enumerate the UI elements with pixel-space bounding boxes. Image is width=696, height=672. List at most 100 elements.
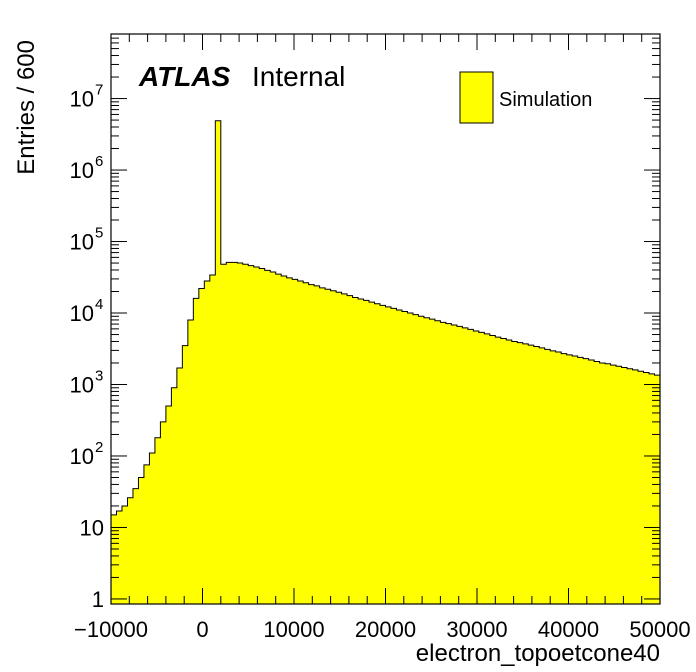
histogram-bar xyxy=(649,373,655,604)
histogram-bar xyxy=(456,326,463,604)
histogram-bar xyxy=(418,316,425,604)
y-tick-label: 10 3 xyxy=(70,368,104,398)
histogram-bar xyxy=(259,268,266,604)
histogram-bar xyxy=(182,345,189,604)
y-tick-label: 10 5 xyxy=(70,225,104,255)
y-tick-base: 10 xyxy=(70,230,94,255)
x-tick-label: 30000 xyxy=(446,617,507,642)
histogram-bar xyxy=(231,262,238,604)
histogram-bar xyxy=(380,305,386,604)
histogram-bar xyxy=(248,265,255,604)
histogram-bar xyxy=(495,337,502,604)
histogram-bar xyxy=(242,264,249,604)
histogram-bar xyxy=(171,387,178,604)
histogram-bar xyxy=(325,289,331,604)
histogram-bars xyxy=(110,120,661,604)
histogram-bar xyxy=(401,311,408,604)
y-tick-exponent: 2 xyxy=(95,439,103,456)
y-tick-base: 10 xyxy=(70,87,94,112)
histogram-bar xyxy=(275,274,282,604)
histogram-bar xyxy=(539,347,546,604)
y-tick-exponent: 6 xyxy=(95,153,103,170)
legend: Simulation xyxy=(459,71,592,124)
x-tick-label: 10000 xyxy=(263,617,324,642)
histogram-bar xyxy=(132,488,139,604)
histogram-bar xyxy=(583,358,590,604)
histogram-bar xyxy=(506,339,513,604)
histogram-bar xyxy=(561,353,568,604)
histogram-bar xyxy=(193,298,200,604)
histogram-bar xyxy=(396,310,403,604)
histogram-bar xyxy=(511,341,518,604)
histogram-bar xyxy=(423,317,430,604)
histogram-bar xyxy=(319,287,326,604)
y-tick-base: 1 xyxy=(92,587,104,612)
histogram-bar xyxy=(121,505,128,604)
histogram-bar xyxy=(138,477,145,604)
y-axis-title: Entries / 600 xyxy=(13,40,40,175)
histogram-bar xyxy=(314,285,321,604)
histogram-bar xyxy=(500,338,507,604)
histogram-bar xyxy=(445,323,452,604)
histogram-bar xyxy=(281,275,288,604)
histogram-bar xyxy=(347,295,353,604)
histogram-bar xyxy=(533,346,540,604)
y-tick-exponent: 7 xyxy=(95,82,103,99)
histogram-bar xyxy=(473,331,480,604)
histogram-bar xyxy=(127,497,134,604)
histogram-bar xyxy=(594,361,601,604)
histogram-bar xyxy=(336,292,342,604)
histogram-bar xyxy=(555,351,562,604)
histogram-bar xyxy=(577,357,584,604)
histogram-bar xyxy=(330,290,337,604)
histogram-bar xyxy=(176,368,183,604)
y-tick-exponent: 3 xyxy=(95,368,103,385)
histogram-bar xyxy=(632,369,639,604)
histogram-bar xyxy=(517,342,524,604)
legend-label: Simulation xyxy=(499,89,592,111)
histogram-bar xyxy=(522,343,529,604)
histogram-bar xyxy=(616,366,622,604)
histogram-bar xyxy=(292,279,299,604)
y-tick-base: 10 xyxy=(70,444,94,469)
y-tick-base: 10 xyxy=(70,301,94,326)
histogram-bar xyxy=(297,281,304,604)
histogram-bar xyxy=(160,421,167,604)
atlas-label: ATLAS xyxy=(138,61,231,92)
histogram-bar xyxy=(116,511,123,604)
histogram-bar xyxy=(308,284,315,604)
histogram-bar xyxy=(374,303,381,604)
histogram-bar xyxy=(440,322,447,604)
histogram-bar xyxy=(204,281,211,604)
histogram-bar xyxy=(654,375,661,604)
histogram-bar xyxy=(544,349,551,604)
histogram-bar xyxy=(621,367,628,604)
y-tick-label: 10 6 xyxy=(70,153,104,183)
histogram-bar xyxy=(467,329,474,604)
y-tick-label: 10 4 xyxy=(70,296,104,326)
histogram-bar xyxy=(352,297,359,604)
histogram-bar xyxy=(341,293,348,604)
histogram-bar xyxy=(566,354,573,604)
y-tick-label: 10 xyxy=(80,515,104,540)
histogram-bar xyxy=(462,327,469,604)
histogram-bar xyxy=(434,320,441,604)
histogram-bar xyxy=(253,267,260,604)
histogram-bar xyxy=(599,362,606,604)
x-tick-labels: −10000 0 10000 20000 30000 40000 50000 xyxy=(74,617,691,642)
histogram-bar xyxy=(484,333,491,604)
y-tick-label: 10 7 xyxy=(70,82,104,112)
histogram-bar xyxy=(215,120,222,604)
histogram-bar xyxy=(264,270,271,604)
x-tick-label: 0 xyxy=(196,617,208,642)
histogram-bar xyxy=(478,332,485,604)
histogram-bar xyxy=(154,437,161,604)
y-tick-exponent: 4 xyxy=(95,296,103,313)
histogram-bar xyxy=(149,453,156,604)
histogram-bar xyxy=(588,360,595,604)
histogram-bar xyxy=(643,372,650,604)
histogram-bar xyxy=(165,406,172,604)
histogram-bar xyxy=(369,302,375,604)
